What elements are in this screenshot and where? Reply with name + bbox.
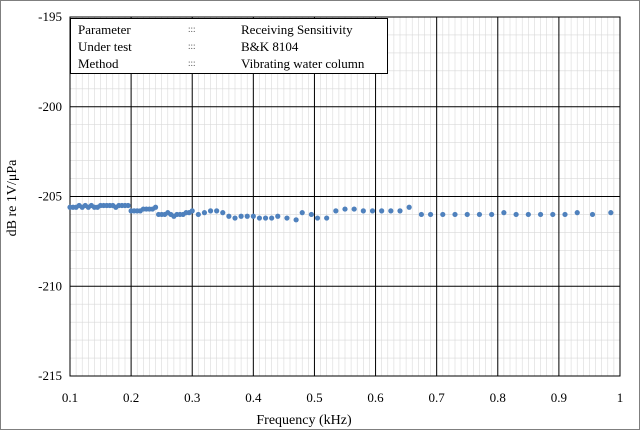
data-points (67, 202, 614, 223)
y-tick-label: -210 (38, 278, 62, 293)
y-tick-labels: -195 -200 -205 -210 -215 (38, 9, 62, 383)
info-box-row: Under test::: B&K 8104 (75, 38, 383, 55)
data-point (525, 211, 531, 218)
data-point (489, 211, 495, 218)
data-point (201, 210, 208, 216)
x-tick-labels: 0.1 0.2 0.3 0.4 0.5 0.6 0.7 0.8 0.9 1 (62, 390, 623, 405)
x-tick-label: 0.7 (429, 390, 446, 405)
x-tick-label: 0.5 (306, 390, 322, 405)
info-key: Under test (78, 39, 132, 54)
x-tick-label: 0.1 (62, 390, 78, 405)
data-point (562, 211, 568, 218)
data-point (214, 208, 220, 214)
info-value: Receiving Sensitivity (241, 22, 353, 37)
data-point (269, 215, 275, 221)
data-point (452, 211, 458, 218)
y-axis-title: dB re 1V/μPa (5, 159, 20, 237)
data-point (125, 202, 131, 209)
data-point (207, 208, 214, 214)
data-point (275, 213, 281, 219)
data-point (299, 210, 305, 216)
data-point (369, 208, 376, 214)
info-separator: ::: (188, 24, 196, 34)
data-point (379, 208, 385, 214)
data-point (550, 211, 556, 218)
x-tick-label: 0.6 (367, 390, 384, 405)
y-tick-label: -195 (38, 9, 62, 24)
data-point (406, 204, 412, 210)
info-box: Parameter::: Receiving Sensitivity Under t… (70, 18, 388, 74)
data-point (232, 215, 238, 221)
data-point (189, 208, 195, 214)
data-point (256, 215, 263, 221)
data-point (440, 211, 446, 218)
data-point (342, 206, 348, 212)
x-tick-label: 0.4 (245, 390, 262, 405)
x-tick-label: 0.8 (490, 390, 506, 405)
data-point (308, 211, 314, 218)
data-point (574, 210, 580, 216)
data-point (537, 211, 544, 218)
y-tick-label: -205 (38, 189, 62, 204)
data-point (262, 215, 269, 221)
x-tick-label: 1 (617, 390, 624, 405)
data-point (226, 213, 232, 219)
info-box-row: Method::: Vibrating water column (75, 55, 383, 72)
data-point (360, 208, 366, 214)
plot-border (69, 16, 621, 377)
info-key: Parameter (78, 22, 131, 37)
data-point (464, 211, 470, 218)
info-value: B&K 8104 (241, 39, 299, 54)
data-point (152, 204, 159, 210)
x-tick-label: 0.3 (184, 390, 200, 405)
data-point (324, 215, 330, 221)
info-separator: ::: (188, 58, 196, 68)
data-point (195, 211, 201, 218)
data-point (238, 213, 244, 219)
x-tick-label: 0.2 (123, 390, 139, 405)
y-tick-label: -215 (38, 368, 62, 383)
data-point (293, 217, 299, 223)
x-tick-label: 0.9 (551, 390, 567, 405)
data-point (589, 211, 596, 218)
data-point (284, 215, 290, 221)
data-point (333, 208, 339, 214)
data-point (476, 211, 483, 218)
data-point (513, 211, 519, 218)
data-point (388, 208, 394, 214)
info-box-row: Parameter::: Receiving Sensitivity (75, 21, 383, 38)
data-point (608, 210, 614, 216)
data-point (220, 210, 226, 216)
data-point (427, 211, 434, 218)
data-point (501, 210, 507, 216)
x-axis-title: Frequency (kHz) (256, 413, 352, 428)
major-grid (70, 17, 620, 376)
info-separator: ::: (188, 41, 196, 51)
info-value: Vibrating water column (241, 56, 365, 71)
data-point (397, 208, 403, 214)
data-point (418, 211, 424, 218)
y-tick-label: -200 (38, 99, 62, 114)
data-point (250, 213, 256, 219)
data-point (314, 215, 321, 221)
data-point (351, 206, 357, 212)
info-key: Method (78, 56, 119, 71)
data-point (244, 213, 250, 219)
